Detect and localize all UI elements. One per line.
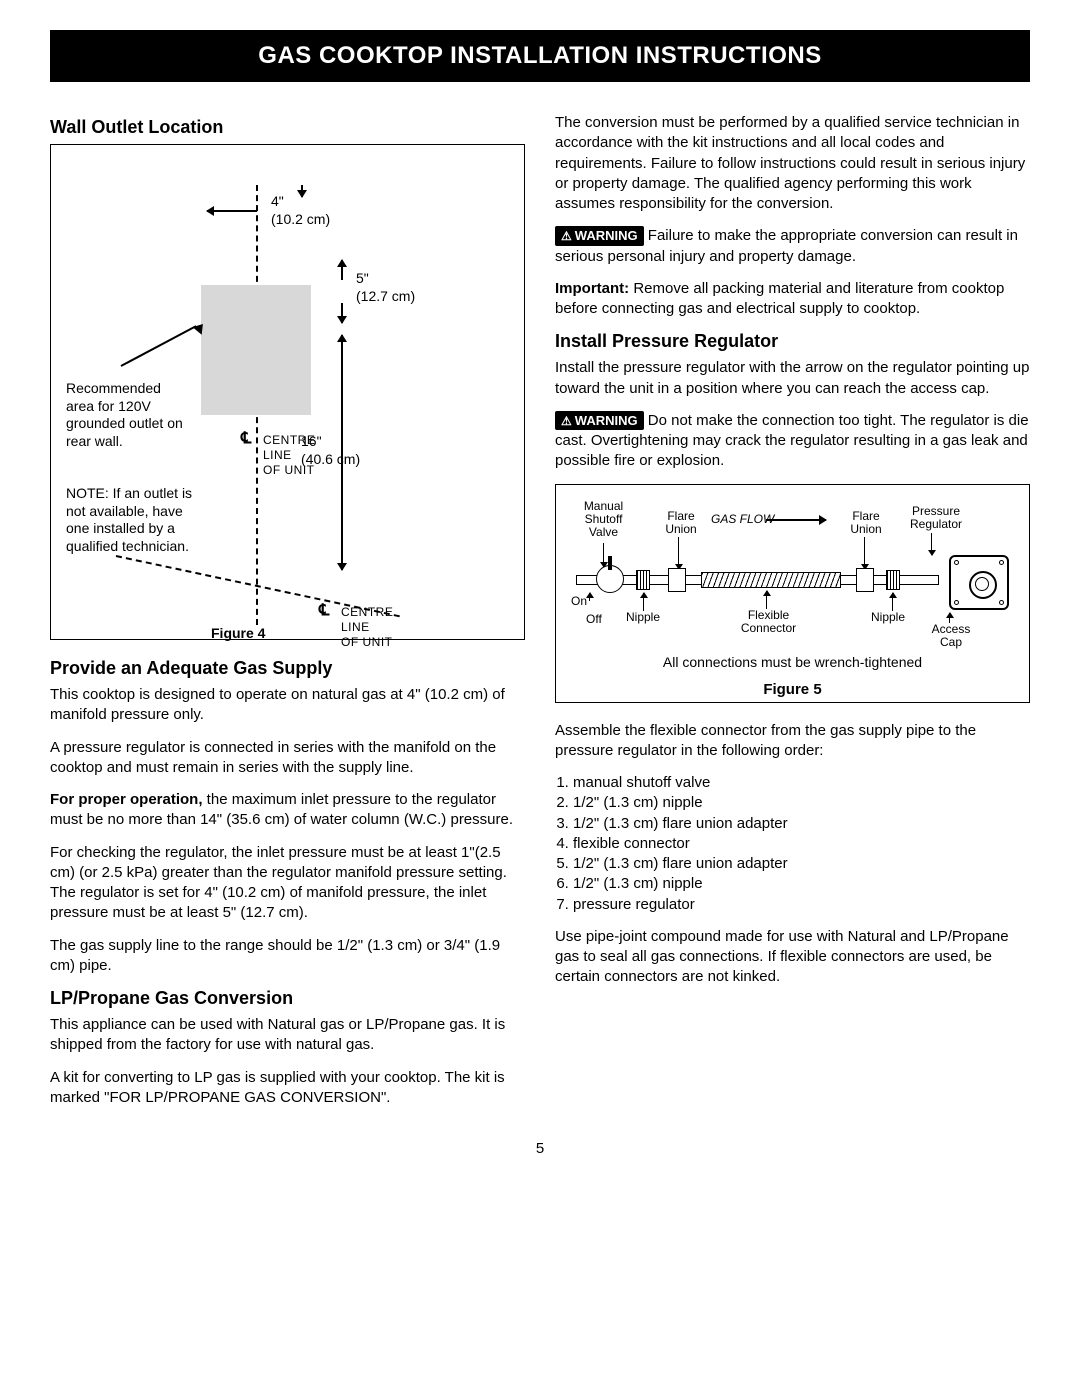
assembly-list: manual shutoff valve 1/2" (1.3 cm) nippl… [555, 773, 1030, 915]
list-item: manual shutoff valve [573, 773, 1030, 793]
warning-icon: WARNING [555, 411, 644, 431]
regulator-heading: Install Pressure Regulator [555, 331, 1030, 352]
label-on: On [571, 595, 587, 608]
flexible-connector-icon [701, 572, 841, 588]
shutoff-valve-icon [596, 565, 624, 593]
label-nipple-2: Nipple [871, 611, 905, 624]
warning-icon: WARNING [555, 226, 644, 246]
list-item: flexible connector [573, 834, 1030, 854]
list-item: 1/2" (1.3 cm) nipple [573, 793, 1030, 813]
gas-supply-p5: The gas supply line to the range should … [50, 936, 525, 977]
figure-5-caption: Figure 5 [566, 681, 1019, 698]
lp-p1: This appliance can be used with Natural … [50, 1015, 525, 1056]
list-item: 1/2" (1.3 cm) nipple [573, 874, 1030, 894]
label-flare-union-2: Flare Union [846, 510, 886, 536]
important-note: Important: Remove all packing material a… [555, 279, 1030, 320]
label-flare-union-1: Flare Union [661, 510, 701, 536]
label-nipple-1: Nipple [626, 611, 660, 624]
right-column: The conversion must be performed by a qu… [555, 107, 1030, 1120]
warning-1: WARNING Failure to make the appropriate … [555, 226, 1030, 267]
label-access-cap: Access Cap [926, 623, 976, 649]
figure-4-diagram: 4"(10.2 cm) 5"(12.7 cm) 16"(40.6 cm) [61, 155, 514, 635]
fig5-footnote: All connections must be wrench-tightened [566, 654, 1019, 670]
page-header: GAS COOKTOP INSTALLATION INSTRUCTIONS [50, 30, 1030, 82]
dim-4in: 4"(10.2 cm) [271, 193, 330, 228]
regulator-p1: Install the pressure regulator with the … [555, 358, 1030, 399]
gas-supply-heading: Provide an Adequate Gas Supply [50, 658, 525, 679]
dim-5in: 5"(12.7 cm) [356, 270, 415, 305]
label-off: Off [586, 613, 602, 626]
warning-2: WARNING Do not make the connection too t… [555, 411, 1030, 472]
gas-supply-p4: For checking the regulator, the inlet pr… [50, 843, 525, 924]
figure-5-box: Manual Shutoff Valve Flare Union GAS FLO… [555, 484, 1030, 703]
lp-conversion-heading: LP/Propane Gas Conversion [50, 988, 525, 1009]
page-number: 5 [50, 1140, 1030, 1157]
figure-4-box: 4"(10.2 cm) 5"(12.7 cm) 16"(40.6 cm) [50, 144, 525, 640]
label-shutoff-valve: Manual Shutoff Valve [576, 500, 631, 540]
assembly-intro: Assemble the flexible connector from the… [555, 721, 1030, 762]
pressure-regulator-icon [949, 555, 1009, 610]
gas-supply-p3: For proper operation, the maximum inlet … [50, 790, 525, 831]
figure-5-diagram: Manual Shutoff Valve Flare Union GAS FLO… [566, 495, 1019, 675]
gas-supply-p2: A pressure regulator is connected in ser… [50, 738, 525, 779]
list-item: 1/2" (1.3 cm) flare union adapter [573, 854, 1030, 874]
pipe-compound-p: Use pipe-joint compound made for use wit… [555, 927, 1030, 988]
conversion-p: The conversion must be performed by a qu… [555, 113, 1030, 214]
note-label: NOTE: If an outlet is not available, hav… [66, 485, 206, 555]
figure-4-caption: Figure 4 [211, 625, 265, 643]
label-flexible-connector: Flexible Connector [731, 609, 806, 635]
gas-supply-p1: This cooktop is designed to operate on n… [50, 685, 525, 726]
wall-outlet-heading: Wall Outlet Location [50, 117, 525, 138]
list-item: pressure regulator [573, 895, 1030, 915]
centerline-symbol-1: ℄ [241, 428, 251, 448]
recommended-label: Recommended area for 120V grounded outle… [66, 380, 191, 450]
lp-p2: A kit for converting to LP gas is suppli… [50, 1068, 525, 1109]
left-column: Wall Outlet Location 4"(10.2 cm) 5"(12.7… [50, 107, 525, 1120]
label-pressure-regulator: Pressure Regulator [906, 505, 966, 531]
centerline-symbol-2: ℄ [319, 600, 329, 620]
content-columns: Wall Outlet Location 4"(10.2 cm) 5"(12.7… [50, 107, 1030, 1120]
label-gas-flow: GAS FLOW [711, 513, 774, 526]
list-item: 1/2" (1.3 cm) flare union adapter [573, 814, 1030, 834]
